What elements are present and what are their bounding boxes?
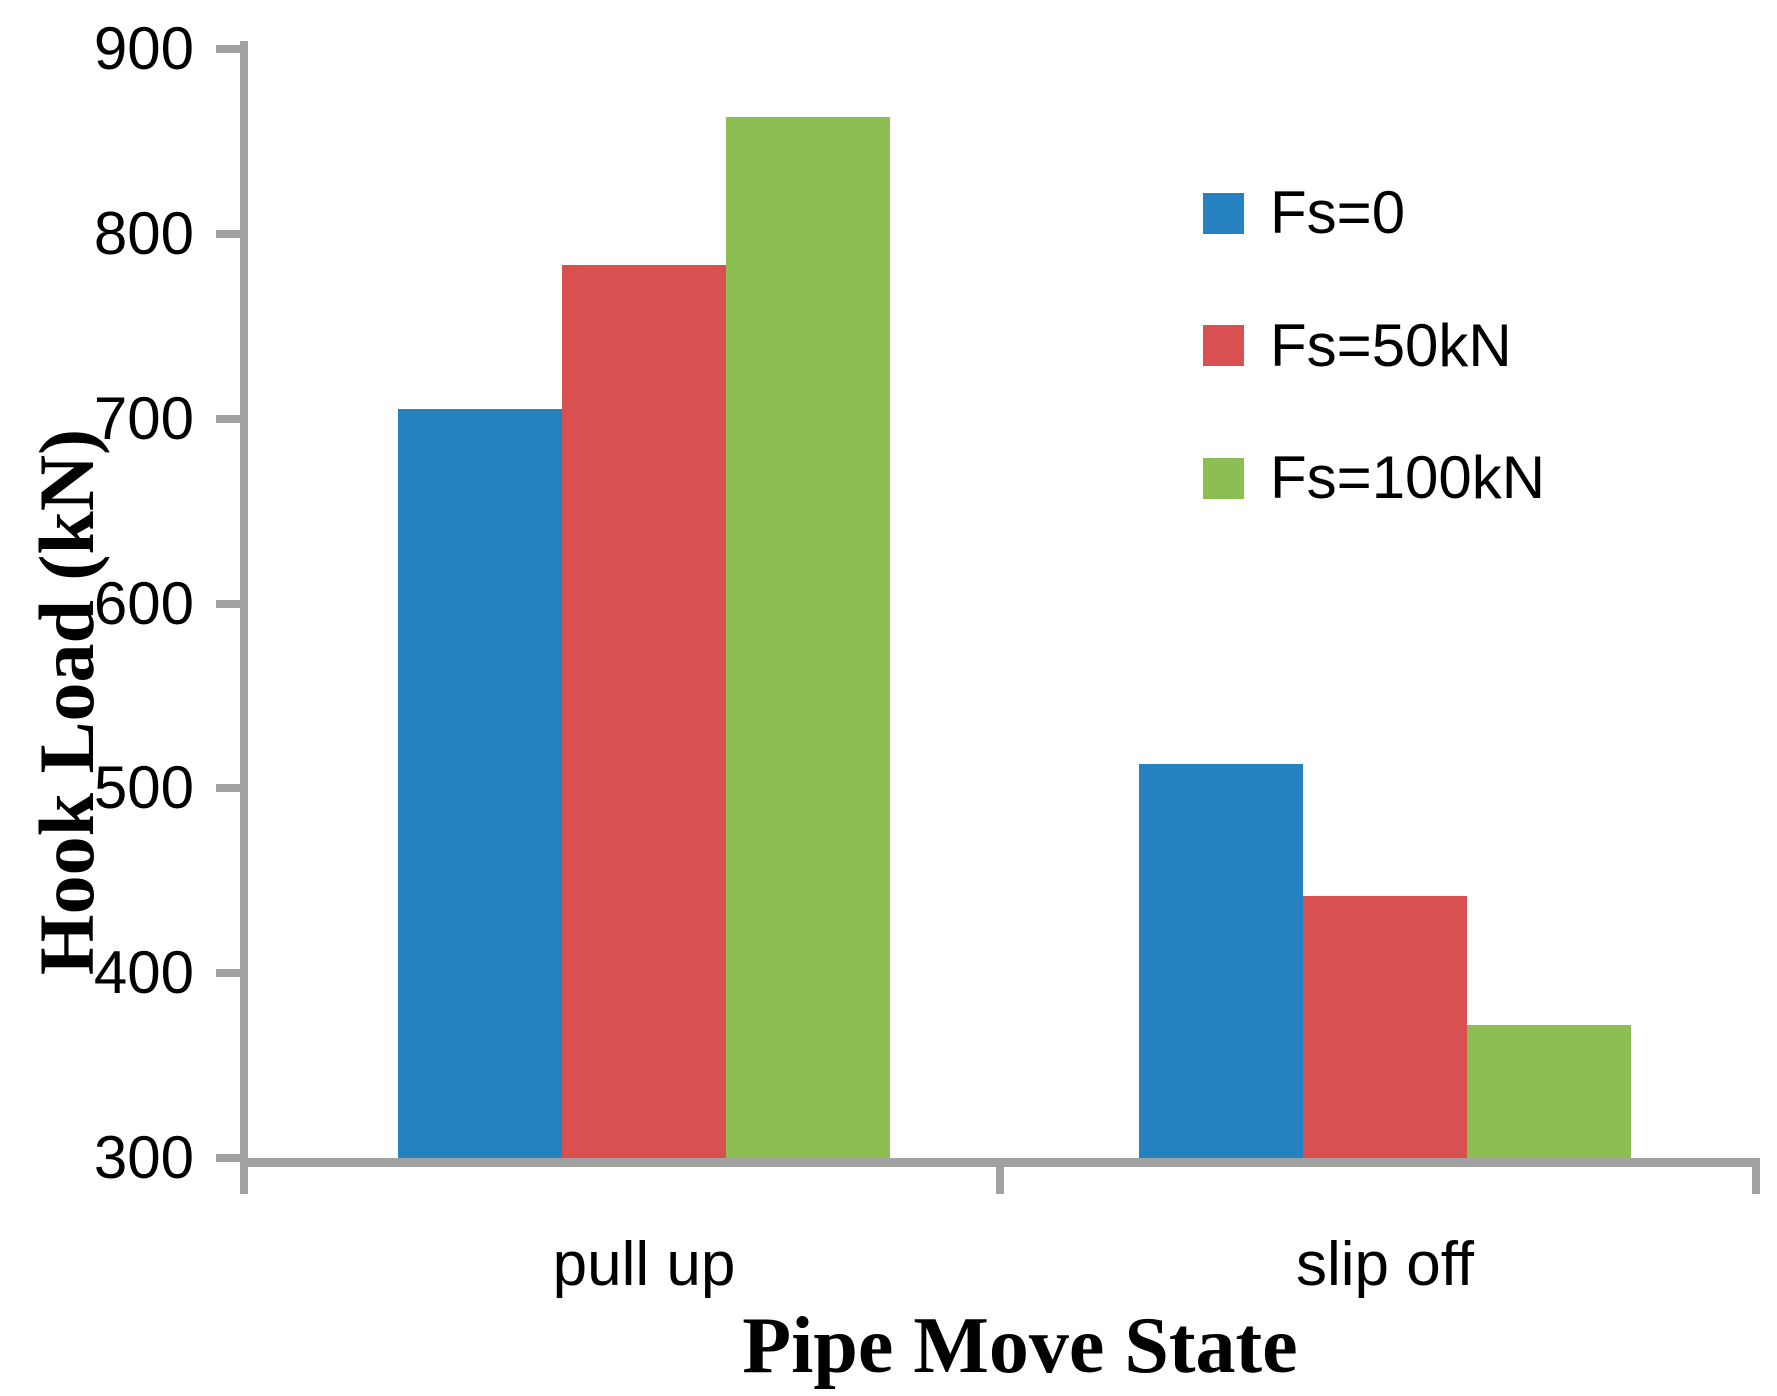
y-tick-mark xyxy=(216,599,240,608)
y-tick-mark xyxy=(216,969,240,978)
y-tick-mark xyxy=(216,784,240,793)
legend-item-Fs50kN: Fs=50kN xyxy=(1203,311,1512,381)
bar-slip-off-Fs50kN xyxy=(1303,895,1467,1158)
x-axis-line xyxy=(240,1158,1760,1167)
legend-item-Fs0: Fs=0 xyxy=(1203,178,1405,248)
bar-slip-off-Fs100kN xyxy=(1467,1024,1631,1158)
y-tick-label: 700 xyxy=(93,384,194,452)
y-axis-line xyxy=(240,41,248,1167)
bar-pull-up-Fs100kN xyxy=(726,117,890,1158)
y-tick-label: 900 xyxy=(93,15,194,82)
y-tick-mark xyxy=(216,1154,240,1162)
x-tick-mark xyxy=(996,1167,1004,1194)
y-tick-label: 600 xyxy=(93,569,194,637)
legend-label: Fs=0 xyxy=(1270,179,1406,246)
y-tick-mark xyxy=(216,229,240,238)
x-category-label-pull-up: pull up xyxy=(552,1230,736,1299)
y-tick-label: 300 xyxy=(93,1124,194,1191)
bar-slip-off-Fs0 xyxy=(1139,764,1303,1158)
legend-swatch-icon xyxy=(1203,457,1244,499)
y-tick-label: 500 xyxy=(93,754,194,822)
legend-swatch-icon xyxy=(1203,192,1244,234)
legend-swatch-icon xyxy=(1203,325,1244,366)
y-tick-mark xyxy=(216,45,240,53)
x-tick-mark xyxy=(240,1167,248,1194)
legend-label: Fs=50kN xyxy=(1270,311,1512,379)
x-tick-mark xyxy=(1752,1167,1760,1194)
x-axis-title: Pipe Move State xyxy=(742,1302,1298,1390)
legend-item-Fs100kN: Fs=100kN xyxy=(1203,443,1545,513)
y-tick-label: 400 xyxy=(93,939,194,1007)
y-tick-label: 800 xyxy=(93,199,194,267)
bar-pull-up-Fs50kN xyxy=(562,265,726,1158)
y-tick-mark xyxy=(216,414,240,423)
legend-label: Fs=100kN xyxy=(1270,444,1546,511)
x-category-label-slip-off: slip off xyxy=(1295,1230,1475,1299)
bar-pull-up-Fs0 xyxy=(398,409,562,1158)
